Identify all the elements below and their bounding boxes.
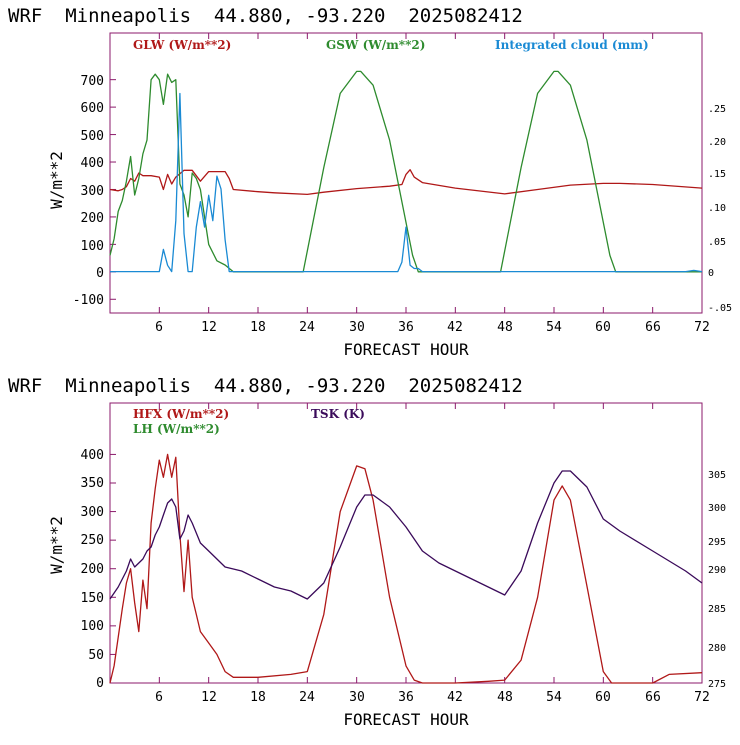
right-tick-labels: 275 280 285 290 295 300 305 xyxy=(708,470,726,690)
x-tick-label: 6 xyxy=(155,690,163,705)
y-axis-label: W/m**2 xyxy=(47,516,66,574)
legend-cloud: Integrated cloud (mm) xyxy=(495,38,649,52)
y-tick-label: 400 xyxy=(81,448,104,463)
legend: GLW (W/m**2) GSW (W/m**2) Integrated clo… xyxy=(133,38,649,52)
y-axis-label: W/m**2 xyxy=(47,151,66,209)
x-tick-labels: 6 12 18 24 30 36 42 48 54 60 66 72 xyxy=(155,320,710,335)
x-tick-label: 30 xyxy=(349,690,365,705)
right-tick-label: .25 xyxy=(708,104,726,115)
series-line-glw xyxy=(109,169,703,196)
x-tick-label: 66 xyxy=(645,690,661,705)
right-tick-label: .20 xyxy=(708,137,726,148)
y-tick-labels: -100 0 100 200 300 400 500 600 700 xyxy=(73,74,104,308)
x-tick-label: 24 xyxy=(299,320,315,335)
x-axis-label: FORECAST HOUR xyxy=(343,340,469,359)
series-line-gsw xyxy=(109,70,702,273)
y-tick-label: 0 xyxy=(96,676,104,691)
y-tick-label: 200 xyxy=(81,562,104,577)
y-tick-label: 300 xyxy=(81,184,104,199)
x-tick-label: 54 xyxy=(546,320,562,335)
y-tick-label: 300 xyxy=(81,505,104,520)
right-tick-label: 280 xyxy=(708,643,726,654)
x-tick-label: 42 xyxy=(447,690,463,705)
legend-tsk: TSK (K) xyxy=(311,407,365,421)
x-tick-label: 18 xyxy=(250,690,266,705)
x-tick-label: 72 xyxy=(694,690,710,705)
x-tick-label: 6 xyxy=(155,320,163,335)
right-tick-label: 285 xyxy=(708,604,726,615)
y-tick-label: 400 xyxy=(81,156,104,171)
right-tick-label: 300 xyxy=(708,503,726,514)
y-tick-label: 250 xyxy=(81,533,104,548)
x-tick-label: 12 xyxy=(201,320,217,335)
series-layer xyxy=(109,70,703,273)
y-tick-label: 100 xyxy=(81,619,104,634)
panel-surface-flux: WRF Minneapolis 44.880, -93.220 20250824… xyxy=(8,375,726,729)
x-tick-label: 72 xyxy=(694,320,710,335)
x-axis-label: FORECAST HOUR xyxy=(343,710,469,729)
x-tick-label: 48 xyxy=(497,690,513,705)
y-tick-label: 350 xyxy=(81,476,104,491)
series-line-hfx xyxy=(109,453,703,684)
x-tick-label: 48 xyxy=(497,320,513,335)
right-tick-label: .15 xyxy=(708,169,726,180)
x-tick-label: 60 xyxy=(595,320,611,335)
x-tick-label: 42 xyxy=(447,320,463,335)
x-tick-label: 18 xyxy=(250,320,266,335)
plot-frame xyxy=(109,402,703,684)
y-tick-label: 600 xyxy=(81,101,104,116)
x-tick-label: 12 xyxy=(201,690,217,705)
x-tick-label: 36 xyxy=(398,690,414,705)
right-tick-label: 305 xyxy=(708,470,726,481)
legend-lh: LH (W/m**2) xyxy=(133,422,220,436)
y-tick-label: 500 xyxy=(81,129,104,144)
panel-title: WRF Minneapolis 44.880, -93.220 20250824… xyxy=(8,375,523,397)
legend-glw: GLW (W/m**2) xyxy=(133,38,231,52)
y-tick-label: 0 xyxy=(96,266,104,281)
right-tick-label: 0 xyxy=(708,268,714,279)
right-tick-label: 290 xyxy=(708,565,726,576)
right-tick-label: .10 xyxy=(708,203,726,214)
x-tick-label: 54 xyxy=(546,690,562,705)
right-tick-label: 275 xyxy=(708,679,726,690)
legend-gsw: GSW (W/m**2) xyxy=(326,38,425,52)
series-layer xyxy=(109,453,703,684)
x-tick-label: 24 xyxy=(299,690,315,705)
y-tick-label: -100 xyxy=(73,293,104,308)
series-line-integrated xyxy=(110,92,703,273)
y-tick-label: 50 xyxy=(88,648,104,663)
series-line-tsk xyxy=(109,470,703,600)
y-tick-label: 200 xyxy=(81,211,104,226)
y-tick-labels: 0 50 100 150 200 250 300 350 400 xyxy=(81,448,104,691)
x-tick-label: 66 xyxy=(645,320,661,335)
y-tick-label: 150 xyxy=(81,591,104,606)
right-tick-label: -.05 xyxy=(708,303,732,314)
x-tick-label: 36 xyxy=(398,320,414,335)
panel-radiation: WRF Minneapolis 44.880, -93.220 20250824… xyxy=(8,5,732,359)
y-tick-label: 100 xyxy=(81,239,104,254)
x-tick-label: 30 xyxy=(349,320,365,335)
right-tick-label: .05 xyxy=(708,237,726,248)
legend: HFX (W/m**2) LH (W/m**2) TSK (K) xyxy=(133,407,365,436)
y-tick-label: 700 xyxy=(81,74,104,89)
panel-title: WRF Minneapolis 44.880, -93.220 20250824… xyxy=(8,5,523,27)
x-tick-label: 60 xyxy=(595,690,611,705)
tick-layer xyxy=(110,403,654,684)
right-tick-labels: -.05 0 .05 .10 .15 .20 .25 xyxy=(708,104,732,314)
right-tick-label: 295 xyxy=(708,537,726,548)
legend-hfx: HFX (W/m**2) xyxy=(133,407,229,421)
x-tick-labels: 6 12 18 24 30 36 42 48 54 60 66 72 xyxy=(155,690,710,705)
